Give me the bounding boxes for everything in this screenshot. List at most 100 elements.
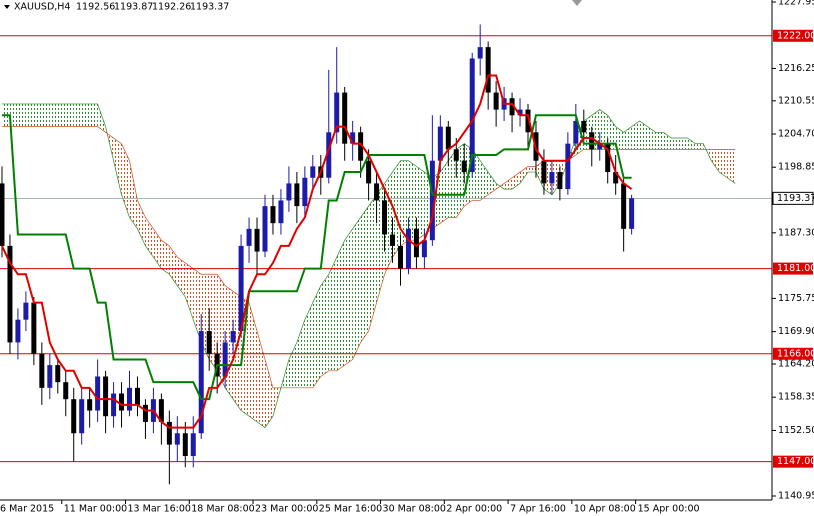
candle-body (55, 365, 61, 383)
candle-body (581, 120, 587, 133)
candle-body (262, 206, 268, 252)
candle-body (310, 166, 316, 178)
candle-body (469, 58, 475, 173)
ohlc-close: 1193.37 (190, 2, 229, 13)
candle-body (429, 160, 435, 241)
y-tick-label: 1164.20 (778, 358, 814, 369)
level-label-box (773, 29, 813, 42)
candle-body (95, 376, 101, 411)
cloud-segment (727, 149, 736, 184)
last-price-box (772, 191, 814, 205)
candle-body (445, 126, 451, 150)
level-label: 1222.00 (777, 30, 814, 41)
candle-body (206, 331, 212, 354)
candle-body (358, 132, 364, 161)
cloud-segment (551, 160, 560, 195)
cloud-segment (400, 160, 409, 246)
candle-body (565, 143, 571, 190)
cloud-segment (488, 172, 497, 195)
candle-body (437, 126, 443, 161)
candle-body (405, 228, 411, 269)
candle-body (198, 331, 204, 434)
kijun-sen (1, 114, 632, 401)
y-tick-label: 1152.50 (778, 425, 814, 436)
candle-body (238, 245, 244, 332)
cloud-segment (639, 120, 648, 150)
x-tick-label: 11 Mar 00:00 (64, 504, 127, 515)
cloud-segment (145, 217, 154, 258)
level-label: 1147.00 (777, 456, 814, 467)
cloud-segment (655, 132, 664, 150)
y-tick-label: 1169.90 (778, 326, 814, 337)
cloud-segment (368, 194, 377, 332)
candle-body (63, 382, 69, 400)
cloud-segment (177, 257, 186, 297)
menu-triangle[interactable] (4, 5, 10, 9)
candle-body (421, 240, 427, 258)
x-tick-label: 13 Mar 16:00 (128, 504, 191, 515)
candle-body (326, 132, 332, 178)
cloud-segment (41, 103, 50, 127)
x-tick-label: 15 Apr 00:00 (638, 504, 700, 515)
cloud-segment (89, 103, 98, 127)
cloud-segment (416, 166, 425, 241)
x-tick-label: 6 Mar 2015 (0, 504, 54, 515)
x-tick-label: 30 Mar 08:00 (383, 504, 446, 515)
cloud-segment (631, 120, 640, 150)
y-tick-label: 1175.75 (778, 293, 814, 304)
symbol: XAUUSD,H4 (14, 2, 70, 13)
cloud-segment (49, 103, 58, 127)
cloud-segment (185, 262, 194, 320)
cloud-segment (599, 109, 608, 150)
senkou-span-b (1, 126, 736, 389)
y-tick-label: 1204.70 (778, 129, 814, 140)
last-price-label: 1193.37 (777, 193, 814, 204)
cloud-segment (312, 285, 321, 388)
cloud-segment (384, 172, 393, 275)
cloud-segment (663, 132, 672, 150)
candle-body (621, 183, 627, 229)
cloud-segment (647, 126, 656, 150)
cloud-segment (73, 103, 82, 127)
candle-body (270, 206, 276, 224)
y-tick-label: 1158.35 (778, 392, 814, 403)
x-tick-label: 25 Mar 16:00 (319, 504, 382, 515)
x-tick-label: 23 Mar 00:00 (255, 504, 318, 515)
candle-body (103, 376, 109, 417)
senkou-span-a (1, 103, 736, 429)
candle-body (390, 234, 396, 246)
candle-body (294, 183, 300, 207)
cloud-segment (448, 149, 457, 218)
ohlc-high: 1193.87 (114, 2, 153, 13)
cloud-segment (520, 166, 529, 184)
shift-marker[interactable] (572, 0, 582, 6)
cloud-segment (33, 103, 42, 127)
cloud-segment (65, 103, 74, 127)
cloud-segment (711, 149, 720, 173)
plot-area (0, 24, 772, 485)
cloud-segment (480, 160, 489, 201)
candle-body (605, 143, 611, 173)
candle-body (477, 47, 483, 59)
cloud-segment (121, 143, 130, 218)
cloud-segment (57, 103, 66, 127)
candle-body (39, 353, 45, 388)
y-tick-label: 1216.25 (778, 63, 814, 74)
candle-body (23, 302, 29, 320)
cloud-segment (81, 103, 90, 127)
candle-body (461, 160, 467, 173)
ohlc-low: 1192.26 (152, 2, 191, 13)
cloud-segment (615, 126, 624, 150)
y-tick-label: 1187.30 (778, 227, 814, 238)
cloud-segment (9, 103, 18, 127)
candle-body (190, 433, 196, 456)
cloud-segment (25, 103, 34, 127)
x-tick-label: 2 Apr 00:00 (446, 504, 502, 515)
candle-body (142, 404, 148, 422)
cloud-segment (153, 228, 162, 269)
candle-body (7, 245, 13, 343)
y-tick-label: 1198.85 (778, 162, 814, 173)
cloud-segment (193, 268, 202, 343)
